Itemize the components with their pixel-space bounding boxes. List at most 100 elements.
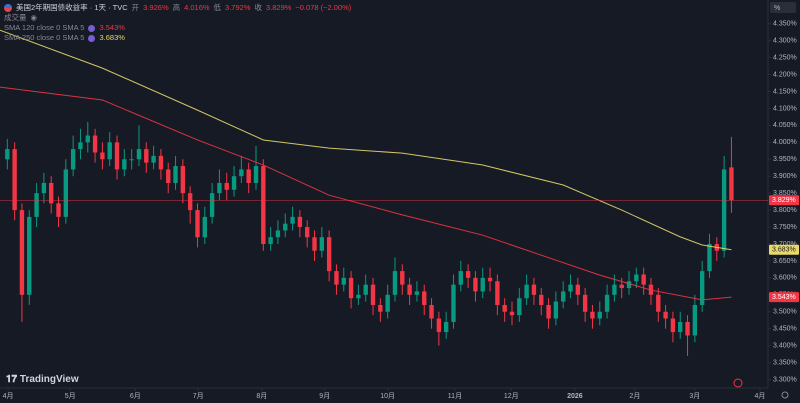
change: −0.078 (−2.00%) <box>295 3 352 12</box>
candle-body <box>509 311 515 316</box>
sma-line <box>0 86 732 301</box>
candle-body <box>305 227 310 238</box>
candle-body <box>517 298 522 316</box>
unit-box[interactable] <box>770 2 796 13</box>
ohlc-value: 3.792% <box>225 3 251 12</box>
candle-body <box>56 203 61 217</box>
candle-body <box>173 166 178 183</box>
candle-body <box>253 166 259 183</box>
symbol-title: 美国2年期国债收益率 · 1天 · TVC <box>16 3 128 12</box>
candle-body <box>34 193 39 217</box>
y-tick-label: 3.750% <box>773 224 797 231</box>
y-tick-label: 3.650% <box>773 258 797 265</box>
candle-body <box>312 237 317 251</box>
candle-body <box>443 321 449 333</box>
unit-label: % <box>774 5 780 12</box>
candle-body <box>378 304 383 312</box>
candle-body <box>187 193 193 211</box>
volume-row: 成交量 ◉ <box>4 13 351 23</box>
x-tick-label: 2026 <box>567 393 583 400</box>
candle-body <box>158 155 164 170</box>
volume-label: 成交量 <box>4 13 27 22</box>
x-tick-label: 5月 <box>65 392 76 400</box>
x-tick-label: 8月 <box>256 392 267 400</box>
y-tick-label: 3.950% <box>773 156 797 163</box>
candle-body <box>5 149 10 160</box>
y-tick-label: 3.850% <box>773 190 797 197</box>
ohlc-label: 收 <box>254 3 262 12</box>
candle-body <box>546 304 551 319</box>
flag-icon <box>4 4 12 12</box>
ohlc: 开 3.926% 高 4.016% 低 3.792% 收 3.829% <box>132 3 292 13</box>
sma-value: 3.683% <box>99 33 125 42</box>
candle-body <box>473 277 478 292</box>
candle-body <box>27 216 32 295</box>
y-tick-label: 4.050% <box>773 122 797 129</box>
candle-body <box>49 182 54 204</box>
candle-body <box>224 182 229 190</box>
candle-body <box>209 193 215 217</box>
candle-body <box>641 274 646 285</box>
sma-name: SMA 250 close 0 SMA 5 <box>4 33 85 42</box>
y-tick-label: 4.150% <box>773 88 797 95</box>
candle-body <box>480 277 485 292</box>
candle-body <box>217 182 222 194</box>
y-tick-label: 4.250% <box>773 54 797 61</box>
candle-body <box>436 318 442 333</box>
candle-body <box>721 169 727 251</box>
y-tick-label: 3.300% <box>773 376 797 383</box>
candle-body <box>202 216 207 238</box>
candle-body <box>582 294 588 312</box>
sma-badge: 3.543% <box>772 294 796 301</box>
candle-body <box>363 284 368 295</box>
y-tick-label: 4.100% <box>773 105 797 112</box>
candle-body <box>553 301 559 319</box>
candle-body <box>107 142 112 160</box>
watermark-text: TradingView <box>19 374 79 385</box>
candle-body <box>100 152 105 160</box>
candle-body <box>19 210 25 295</box>
x-tick-label: 4月 <box>755 392 766 400</box>
candle-body <box>78 142 83 150</box>
y-tick-label: 3.400% <box>773 342 797 349</box>
x-tick-label: 11月 <box>448 392 462 400</box>
candle-body <box>195 210 200 238</box>
x-tick-label: 12月 <box>504 392 519 400</box>
y-tick-label: 4.300% <box>773 38 797 45</box>
candle-body <box>692 304 698 336</box>
candle-body <box>729 167 734 201</box>
candle-body <box>231 176 237 190</box>
candle-body <box>261 166 266 244</box>
candle-body <box>685 321 690 336</box>
candle-body <box>531 284 537 295</box>
y-tick-label: 3.700% <box>773 241 797 248</box>
candle-body <box>678 321 683 333</box>
sma-icon <box>88 34 96 42</box>
candle-body <box>707 243 712 272</box>
candle-body <box>604 294 610 312</box>
x-tick-label: 9月 <box>319 392 330 400</box>
candle-body <box>561 291 566 302</box>
logo-mark: 𝟏𝟕 <box>6 374 20 385</box>
settings-icon[interactable] <box>781 391 789 399</box>
sma-name: SMA 120 close 0 SMA 5 <box>4 23 85 32</box>
candle-body <box>414 291 420 295</box>
candle-body <box>612 284 617 295</box>
candle-body <box>114 142 120 170</box>
ohlc-label: 低 <box>213 3 222 12</box>
candle-body <box>180 166 186 194</box>
event-icon[interactable] <box>733 378 743 388</box>
x-tick-label: 2月 <box>629 392 640 400</box>
y-tick-label: 3.800% <box>773 207 797 214</box>
sma-icon <box>88 24 96 32</box>
eye-icon[interactable]: ◉ <box>30 13 38 22</box>
sma-row: SMA 120 close 0 SMA 5 3.543% <box>4 23 351 33</box>
candle-body <box>656 294 661 312</box>
candle-body <box>495 281 500 305</box>
candle-body <box>619 284 624 289</box>
candle-body <box>451 284 456 322</box>
watermark: 𝟏𝟕 TradingView <box>6 374 79 385</box>
sma-badge-bg <box>769 292 799 303</box>
x-tick-label: 4月 <box>3 392 14 400</box>
